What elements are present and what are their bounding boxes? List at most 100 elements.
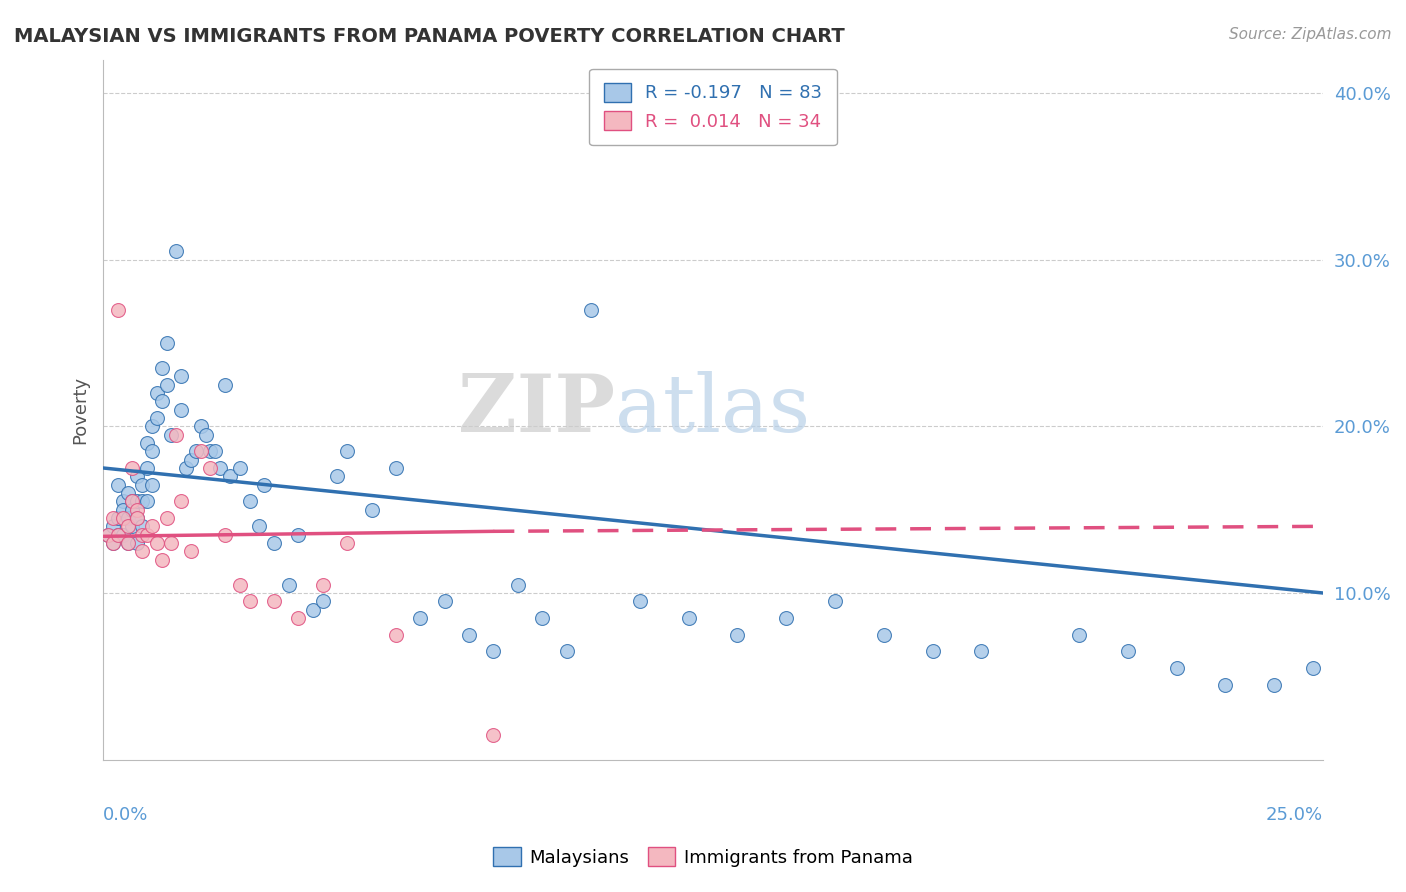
Point bbox=[121, 519, 143, 533]
Point bbox=[247, 519, 270, 533]
Point bbox=[146, 536, 169, 550]
Point bbox=[555, 644, 578, 658]
Point bbox=[117, 486, 139, 500]
Point bbox=[117, 536, 139, 550]
Point bbox=[628, 594, 651, 608]
Point bbox=[146, 411, 169, 425]
Point bbox=[141, 444, 163, 458]
Point bbox=[385, 461, 408, 475]
Point bbox=[385, 628, 408, 642]
Point bbox=[180, 452, 202, 467]
Point bbox=[409, 611, 432, 625]
Point bbox=[1067, 628, 1090, 642]
Point bbox=[101, 519, 124, 533]
Text: Source: ZipAtlas.com: Source: ZipAtlas.com bbox=[1229, 27, 1392, 42]
Point bbox=[263, 594, 285, 608]
Legend: R = -0.197   N = 83, R =  0.014   N = 34: R = -0.197 N = 83, R = 0.014 N = 34 bbox=[589, 69, 837, 145]
Point bbox=[1302, 661, 1324, 675]
Point bbox=[775, 611, 797, 625]
Point bbox=[131, 519, 153, 533]
Point bbox=[101, 536, 124, 550]
Point bbox=[117, 519, 139, 533]
Point bbox=[184, 444, 207, 458]
Point bbox=[433, 594, 456, 608]
Point bbox=[170, 494, 193, 508]
Point bbox=[312, 577, 335, 591]
Point bbox=[312, 594, 335, 608]
Point bbox=[131, 544, 153, 558]
Point bbox=[101, 536, 124, 550]
Point bbox=[287, 611, 309, 625]
Point bbox=[824, 594, 846, 608]
Point bbox=[873, 628, 896, 642]
Point bbox=[117, 536, 139, 550]
Point bbox=[531, 611, 554, 625]
Point bbox=[107, 511, 129, 525]
Point bbox=[1116, 644, 1139, 658]
Point bbox=[219, 469, 242, 483]
Point bbox=[97, 527, 120, 541]
Text: 25.0%: 25.0% bbox=[1265, 806, 1323, 824]
Point bbox=[111, 502, 134, 516]
Point bbox=[107, 527, 129, 541]
Point bbox=[190, 444, 212, 458]
Point bbox=[579, 302, 602, 317]
Point bbox=[506, 577, 529, 591]
Point bbox=[165, 427, 187, 442]
Point bbox=[136, 436, 159, 450]
Point bbox=[155, 377, 177, 392]
Point bbox=[204, 444, 226, 458]
Point bbox=[921, 644, 943, 658]
Point bbox=[121, 494, 143, 508]
Point bbox=[121, 494, 143, 508]
Point bbox=[160, 536, 183, 550]
Point bbox=[136, 527, 159, 541]
Point bbox=[277, 577, 299, 591]
Point bbox=[127, 494, 149, 508]
Point bbox=[117, 511, 139, 525]
Point bbox=[360, 502, 382, 516]
Point bbox=[146, 386, 169, 401]
Point bbox=[127, 511, 149, 525]
Point bbox=[970, 644, 993, 658]
Point bbox=[155, 335, 177, 350]
Point bbox=[229, 461, 252, 475]
Point bbox=[238, 494, 260, 508]
Point bbox=[170, 402, 193, 417]
Point bbox=[127, 502, 149, 516]
Point bbox=[229, 577, 252, 591]
Point bbox=[209, 461, 232, 475]
Point bbox=[170, 369, 193, 384]
Point bbox=[194, 427, 217, 442]
Point bbox=[136, 461, 159, 475]
Point bbox=[253, 477, 276, 491]
Point bbox=[1166, 661, 1188, 675]
Point bbox=[107, 477, 129, 491]
Point bbox=[141, 519, 163, 533]
Point bbox=[180, 544, 202, 558]
Point bbox=[136, 494, 159, 508]
Point bbox=[150, 394, 173, 409]
Y-axis label: Poverty: Poverty bbox=[72, 376, 89, 443]
Legend: Malaysians, Immigrants from Panama: Malaysians, Immigrants from Panama bbox=[486, 840, 920, 874]
Text: MALAYSIAN VS IMMIGRANTS FROM PANAMA POVERTY CORRELATION CHART: MALAYSIAN VS IMMIGRANTS FROM PANAMA POVE… bbox=[14, 27, 845, 45]
Point bbox=[150, 552, 173, 566]
Point bbox=[121, 461, 143, 475]
Point bbox=[127, 469, 149, 483]
Point bbox=[160, 427, 183, 442]
Point bbox=[336, 444, 359, 458]
Point bbox=[155, 511, 177, 525]
Point bbox=[214, 377, 236, 392]
Point bbox=[111, 511, 134, 525]
Text: ZIP: ZIP bbox=[458, 371, 616, 449]
Point bbox=[107, 302, 129, 317]
Point bbox=[174, 461, 197, 475]
Point bbox=[326, 469, 349, 483]
Point bbox=[131, 477, 153, 491]
Point bbox=[458, 628, 481, 642]
Point bbox=[263, 536, 285, 550]
Point bbox=[1215, 678, 1237, 692]
Point bbox=[214, 527, 236, 541]
Point bbox=[97, 527, 120, 541]
Point bbox=[111, 494, 134, 508]
